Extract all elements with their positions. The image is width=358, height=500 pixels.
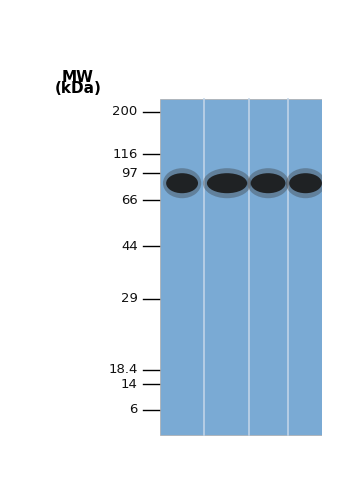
Text: 44: 44	[121, 240, 138, 253]
Ellipse shape	[286, 168, 325, 198]
Text: 6: 6	[129, 403, 138, 416]
Text: (kDa): (kDa)	[55, 81, 101, 96]
Text: 116: 116	[112, 148, 138, 161]
Ellipse shape	[207, 173, 247, 193]
Text: 97: 97	[121, 166, 138, 179]
Text: 18.4: 18.4	[108, 364, 138, 376]
Ellipse shape	[166, 173, 198, 193]
Text: 29: 29	[121, 292, 138, 305]
Text: MW: MW	[62, 70, 94, 84]
Ellipse shape	[289, 173, 322, 193]
Bar	[160, 98, 322, 435]
Ellipse shape	[247, 168, 289, 198]
Text: 14: 14	[121, 378, 138, 390]
Text: 200: 200	[112, 106, 138, 118]
Ellipse shape	[163, 168, 201, 198]
Text: 66: 66	[121, 194, 138, 206]
Ellipse shape	[251, 173, 285, 193]
Ellipse shape	[203, 168, 251, 198]
